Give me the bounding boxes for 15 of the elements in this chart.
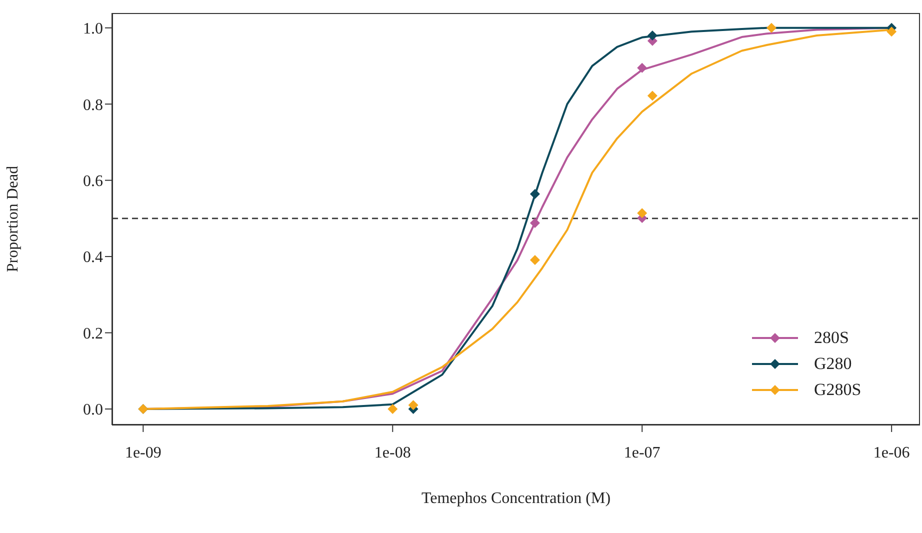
y-tick-label: 0.6 (83, 172, 103, 190)
x-tick-label: 1e-08 (374, 444, 411, 462)
legend-label: G280 (814, 354, 852, 374)
y-tick-label: 0.2 (83, 325, 103, 342)
legend-label: G280S (814, 380, 862, 400)
x-tick-label: 1e-06 (873, 444, 910, 462)
y-axis-title: Proportion Dead (4, 166, 22, 272)
y-tick-label: 0.8 (83, 96, 103, 114)
y-tick-label: 1.0 (83, 20, 103, 38)
y-tick-label: 0.0 (83, 402, 103, 419)
y-tick-label: 0.4 (83, 249, 103, 266)
x-tick-label: 1e-07 (624, 444, 660, 462)
x-axis-title: Temephos Concentration (M) (421, 490, 611, 507)
x-tick-label: 1e-09 (124, 444, 162, 462)
legend-label: 280S (814, 328, 849, 348)
